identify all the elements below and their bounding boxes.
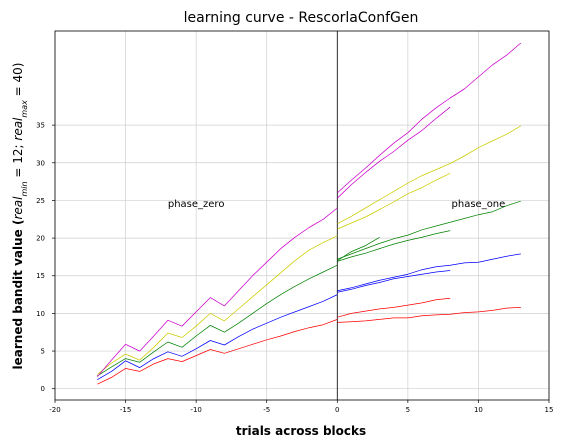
x-tick-label: -5 [263, 406, 270, 414]
ticks: -20 -15 -10 -5 0 5 10 15 0 5 10 15 20 25 30 35 [36, 122, 553, 414]
series-line-9 [337, 200, 521, 260]
series-line-0 [97, 319, 338, 385]
series-line-11 [337, 172, 451, 230]
series-line-5 [337, 253, 521, 292]
x-axis-label: trials across blocks [236, 424, 366, 438]
y-tick-label: 25 [36, 197, 45, 205]
y-tick-label: 0 [41, 385, 45, 393]
series-line-13 [97, 207, 338, 377]
y-tick-label: 10 [36, 310, 45, 318]
series-line-1 [337, 297, 451, 318]
series-line-8 [337, 230, 451, 262]
x-tick-label: -20 [49, 406, 60, 414]
x-tick-label: -10 [190, 406, 201, 414]
series-line-12 [337, 125, 521, 225]
series-line-3 [97, 294, 338, 381]
annotation-phase-one: phase_one [452, 199, 506, 210]
series-line-14 [337, 106, 451, 199]
y-tick-label: 35 [36, 122, 45, 130]
plot-frame [54, 30, 550, 401]
x-tick-label: 5 [406, 406, 410, 414]
series-line-4 [337, 270, 451, 293]
y-tick-label: 30 [36, 159, 45, 167]
x-tick-label: -15 [120, 406, 131, 414]
series-line-15 [337, 42, 522, 194]
chart-title: learning curve - RescorlaConfGen [184, 10, 419, 26]
y-tick-label: 5 [41, 348, 45, 356]
x-tick-label: 0 [335, 406, 339, 414]
y-tick-label: 20 [36, 235, 45, 243]
annotations: phase_zero phase_one [168, 199, 505, 210]
annotation-phase-zero: phase_zero [168, 199, 225, 210]
y-axis-label: learned bandit value (realmin = 12; real… [11, 63, 29, 370]
series-line-6 [97, 264, 338, 377]
series-line-10 [97, 235, 338, 375]
series-line-2 [337, 307, 521, 323]
x-tick-label: 15 [545, 406, 554, 414]
x-tick-label: 10 [474, 406, 483, 414]
y-tick-label: 15 [36, 272, 45, 280]
series-group [97, 42, 522, 385]
